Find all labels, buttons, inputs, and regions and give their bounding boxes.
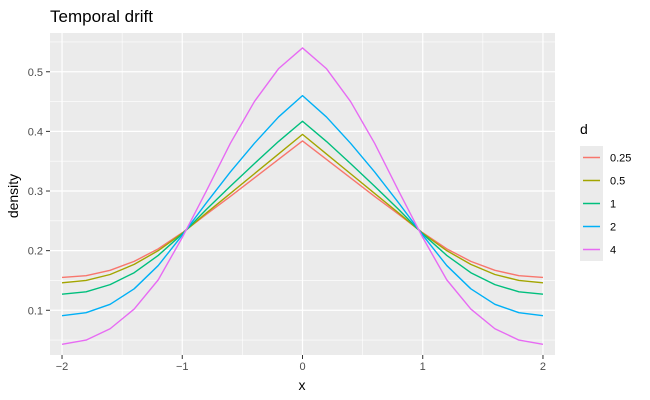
legend-title: d bbox=[580, 121, 588, 137]
y-tick-label: 0.1 bbox=[28, 305, 43, 317]
legend-label-4: 4 bbox=[610, 245, 616, 257]
y-tick-label: 0.4 bbox=[28, 126, 43, 138]
x-axis-title: x bbox=[299, 377, 306, 393]
x-tick-label: −2 bbox=[56, 361, 69, 373]
y-tick-label: 0.5 bbox=[28, 67, 43, 79]
legend-label-3: 2 bbox=[610, 222, 616, 234]
legend-label-2: 1 bbox=[610, 199, 616, 211]
series-line-0 bbox=[61, 140, 544, 279]
legend: d 0.25 0.5 1 2 4 bbox=[580, 121, 631, 261]
x-tick-label: 1 bbox=[420, 361, 426, 373]
legend-label-1: 0.5 bbox=[610, 176, 625, 188]
series-line-2 bbox=[61, 120, 544, 295]
y-tick-label: 0.3 bbox=[28, 186, 43, 198]
y-tick-label: 0.2 bbox=[28, 246, 43, 258]
x-tick-label: 0 bbox=[299, 361, 305, 373]
x-tick-label: −1 bbox=[176, 361, 189, 373]
legend-label-0: 0.25 bbox=[610, 153, 631, 165]
y-axis-title: density bbox=[5, 174, 21, 218]
series-line-3 bbox=[61, 94, 544, 317]
series-line-4 bbox=[61, 47, 544, 345]
x-tick-label: 2 bbox=[540, 361, 546, 373]
chart-title: Temporal drift bbox=[50, 7, 153, 26]
series-line-1 bbox=[61, 133, 544, 284]
